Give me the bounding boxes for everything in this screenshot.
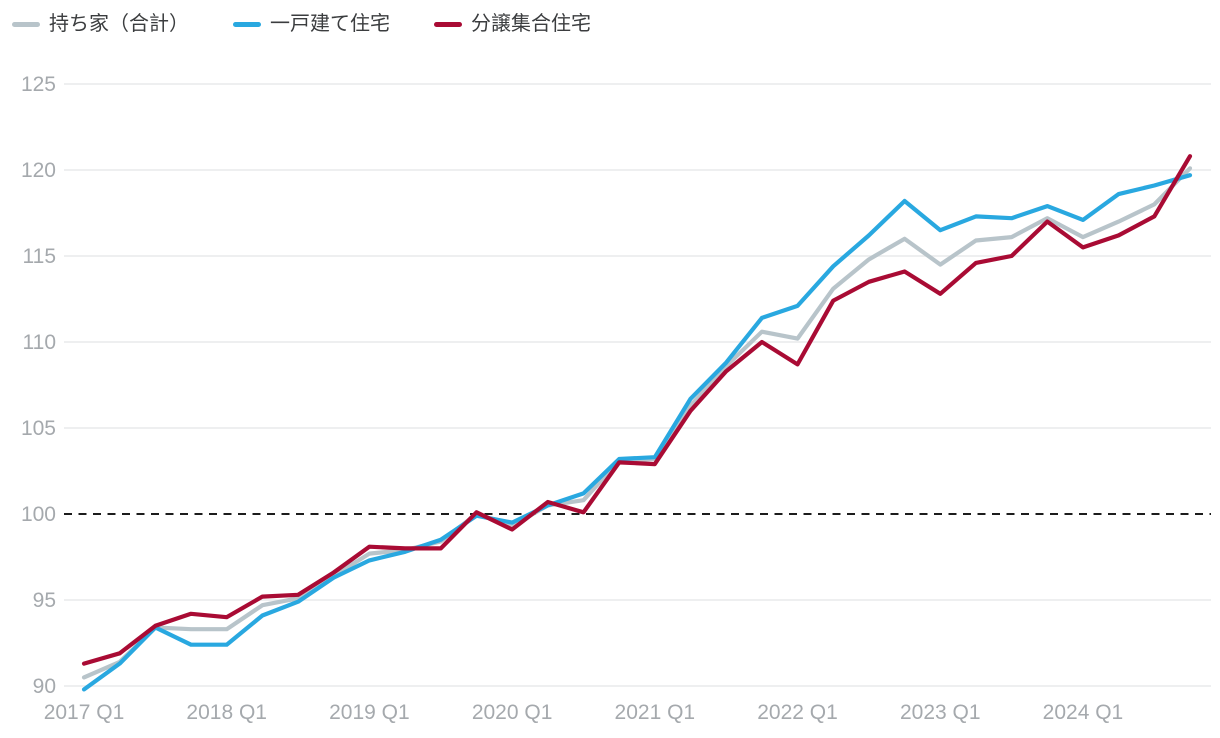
y-tick-label: 115 [23,245,56,268]
y-tick-label: 100 [21,503,56,526]
legend-swatch-icon [434,21,462,27]
y-tick-label: 120 [21,159,56,182]
y-tick-label: 105 [21,417,56,440]
legend-swatch-icon [12,21,40,27]
x-tick-label: 2019 Q1 [329,701,410,724]
y-tick-label: 125 [21,73,56,96]
legend-item-detached-house[interactable]: 一戸建て住宅 [233,14,390,34]
y-tick-label: 110 [23,331,56,354]
x-tick-label: 2018 Q1 [186,701,267,724]
x-tick-label: 2017 Q1 [44,701,125,724]
chart-legend: 持ち家（合計） 一戸建て住宅 分譲集合住宅 [12,14,635,34]
series-line-1 [81,173,1193,692]
y-tick-label: 90 [33,675,56,698]
legend-label-owned-home-total: 持ち家（合計） [49,13,189,35]
series-line-2 [81,154,1193,666]
x-tick-label: 2020 Q1 [472,701,553,724]
x-tick-label: 2024 Q1 [1043,701,1124,724]
legend-swatch-icon [233,21,261,27]
legend-item-condominium[interactable]: 分譲集合住宅 [434,14,591,34]
x-tick-label: 2022 Q1 [757,701,838,724]
legend-label-detached-house: 一戸建て住宅 [270,13,390,35]
x-tick-label: 2021 Q1 [615,701,696,724]
x-tick-label: 2023 Q1 [900,701,981,724]
legend-item-owned-home-total[interactable]: 持ち家（合計） [12,14,189,34]
legend-label-condominium: 分譲集合住宅 [471,13,591,35]
y-tick-label: 95 [33,589,56,612]
